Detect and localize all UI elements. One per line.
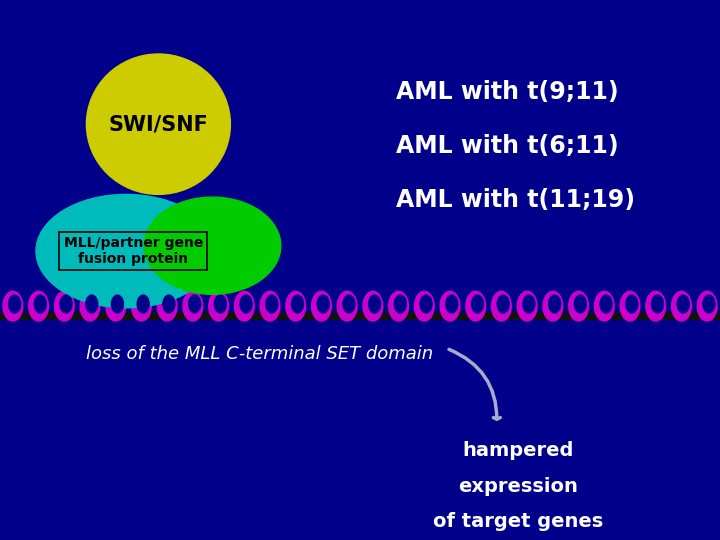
Text: AML with t(9;11): AML with t(9;11) xyxy=(396,80,618,104)
Ellipse shape xyxy=(209,292,228,321)
Text: expression: expression xyxy=(459,476,578,496)
Ellipse shape xyxy=(389,292,408,321)
Text: AML with t(11;19): AML with t(11;19) xyxy=(396,188,635,212)
Ellipse shape xyxy=(138,295,149,313)
Ellipse shape xyxy=(9,295,21,313)
Ellipse shape xyxy=(569,292,588,321)
Ellipse shape xyxy=(55,292,74,321)
Text: of target genes: of target genes xyxy=(433,511,603,531)
Ellipse shape xyxy=(626,295,638,313)
Ellipse shape xyxy=(697,292,717,321)
Ellipse shape xyxy=(440,292,460,321)
Ellipse shape xyxy=(86,295,98,313)
Ellipse shape xyxy=(492,292,511,321)
Ellipse shape xyxy=(620,292,640,321)
Ellipse shape xyxy=(29,292,48,321)
Ellipse shape xyxy=(292,295,303,313)
Ellipse shape xyxy=(318,295,329,313)
Ellipse shape xyxy=(446,295,458,313)
Ellipse shape xyxy=(703,295,715,313)
Ellipse shape xyxy=(60,295,72,313)
Ellipse shape xyxy=(144,197,281,294)
Ellipse shape xyxy=(163,295,175,313)
Ellipse shape xyxy=(672,292,691,321)
Ellipse shape xyxy=(3,292,23,321)
Ellipse shape xyxy=(343,295,355,313)
Text: SWI/SNF: SWI/SNF xyxy=(109,114,208,134)
Ellipse shape xyxy=(646,292,665,321)
Ellipse shape xyxy=(678,295,689,313)
Ellipse shape xyxy=(106,292,125,321)
Text: AML with t(6;11): AML with t(6;11) xyxy=(396,134,618,158)
Ellipse shape xyxy=(369,295,381,313)
Ellipse shape xyxy=(183,292,203,321)
Ellipse shape xyxy=(337,292,357,321)
Ellipse shape xyxy=(420,295,432,313)
Text: MLL/partner gene
fusion protein: MLL/partner gene fusion protein xyxy=(63,236,203,266)
Ellipse shape xyxy=(189,295,201,313)
Ellipse shape xyxy=(415,292,434,321)
Ellipse shape xyxy=(652,295,663,313)
Ellipse shape xyxy=(132,292,151,321)
Ellipse shape xyxy=(266,295,278,313)
Text: hampered: hampered xyxy=(463,441,574,461)
Text: loss of the MLL C-terminal SET domain: loss of the MLL C-terminal SET domain xyxy=(86,345,433,363)
Ellipse shape xyxy=(472,295,483,313)
Ellipse shape xyxy=(600,295,612,313)
Ellipse shape xyxy=(466,292,485,321)
Ellipse shape xyxy=(395,295,406,313)
Ellipse shape xyxy=(595,292,614,321)
Ellipse shape xyxy=(575,295,586,313)
Ellipse shape xyxy=(35,295,46,313)
Ellipse shape xyxy=(543,292,563,321)
Ellipse shape xyxy=(215,295,226,313)
Ellipse shape xyxy=(235,292,254,321)
Ellipse shape xyxy=(363,292,383,321)
Ellipse shape xyxy=(36,194,216,308)
Ellipse shape xyxy=(240,295,252,313)
Ellipse shape xyxy=(86,54,230,194)
Ellipse shape xyxy=(80,292,100,321)
Ellipse shape xyxy=(312,292,331,321)
Ellipse shape xyxy=(260,292,280,321)
Ellipse shape xyxy=(498,295,509,313)
Ellipse shape xyxy=(112,295,123,313)
Ellipse shape xyxy=(517,292,537,321)
Ellipse shape xyxy=(549,295,561,313)
Ellipse shape xyxy=(157,292,177,321)
Ellipse shape xyxy=(523,295,535,313)
Ellipse shape xyxy=(286,292,305,321)
